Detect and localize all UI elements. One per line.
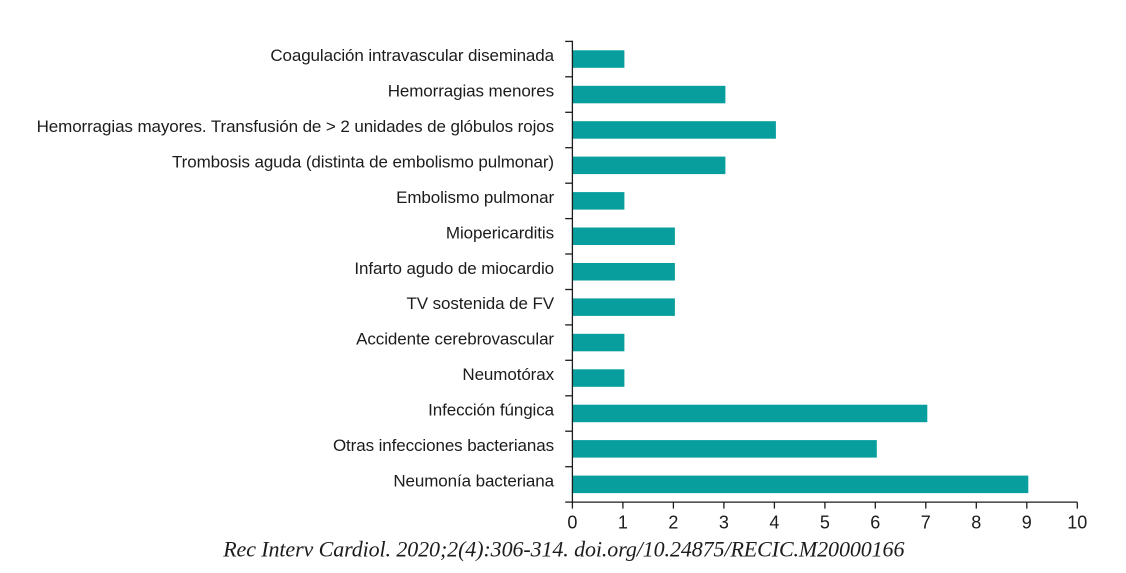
svg-text:Accidente cerebrovascular: Accidente cerebrovascular xyxy=(356,330,554,349)
svg-text:0: 0 xyxy=(567,512,577,532)
svg-text:Neumotórax: Neumotórax xyxy=(462,365,554,384)
svg-text:Neumonía bacteriana: Neumonía bacteriana xyxy=(393,471,554,490)
svg-text:6: 6 xyxy=(870,512,880,532)
svg-text:TV sostenida de FV: TV sostenida de FV xyxy=(407,294,555,313)
svg-text:Miopericarditis: Miopericarditis xyxy=(446,223,554,242)
svg-text:Infarto agudo de miocardio: Infarto agudo de miocardio xyxy=(354,259,554,278)
svg-text:8: 8 xyxy=(971,512,981,532)
svg-text:Trombosis aguda (distinta de e: Trombosis aguda (distinta de embolismo p… xyxy=(172,152,554,171)
svg-text:4: 4 xyxy=(769,512,779,532)
svg-text:Hemorragias mayores. Transfusi: Hemorragias mayores. Transfusión de > 2 … xyxy=(37,117,554,136)
svg-text:Otras infecciones bacterianas: Otras infecciones bacterianas xyxy=(333,436,554,455)
svg-text:Hemorragias menores: Hemorragias menores xyxy=(388,82,554,101)
svg-text:5: 5 xyxy=(820,512,830,532)
svg-text:2: 2 xyxy=(668,512,678,532)
svg-text:9: 9 xyxy=(1022,512,1032,532)
svg-text:Infección fúngica: Infección fúngica xyxy=(428,401,555,420)
svg-text:Embolismo pulmonar: Embolismo pulmonar xyxy=(396,188,554,207)
svg-text:1: 1 xyxy=(618,512,628,532)
svg-text:Coagulación intravascular dise: Coagulación intravascular diseminada xyxy=(270,46,554,65)
svg-text:7: 7 xyxy=(921,512,931,532)
svg-text:Rec Interv Cardiol. 2020;2(4):: Rec Interv Cardiol. 2020;2(4):306-314. d… xyxy=(222,537,904,562)
svg-text:3: 3 xyxy=(719,512,729,532)
svg-text:10: 10 xyxy=(1067,512,1087,532)
